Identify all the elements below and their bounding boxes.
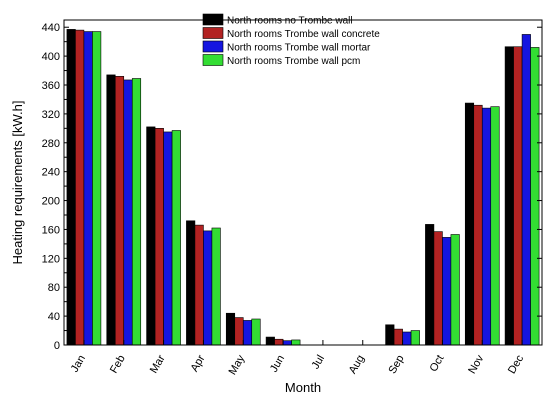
x-tick-label-aug: Aug bbox=[347, 353, 367, 376]
legend-label-2: North rooms Trombe wall concrete bbox=[227, 29, 380, 40]
bar-oct-series-1 bbox=[425, 224, 435, 346]
bar-nov-series-3 bbox=[481, 107, 492, 346]
bar-dec-series-2 bbox=[513, 46, 523, 346]
bar-may-series-1 bbox=[225, 312, 236, 346]
bar-jun-series-1 bbox=[265, 336, 275, 346]
x-tick-label-dec: Dec bbox=[506, 353, 526, 376]
bar-oct-series-2 bbox=[433, 231, 443, 346]
bar-apr-series-2 bbox=[194, 224, 204, 346]
bar-mar-series-4 bbox=[171, 130, 181, 346]
bar-jun-series-3 bbox=[282, 340, 292, 346]
legend-swatch-2 bbox=[202, 27, 224, 39]
x-tick-label-mar: Mar bbox=[148, 353, 168, 376]
bar-dec-series-1 bbox=[504, 46, 514, 346]
bar-nov-series-4 bbox=[490, 106, 500, 346]
bar-jan-series-4 bbox=[92, 31, 102, 346]
bar-jun-series-2 bbox=[274, 338, 284, 346]
bar-jan-series-2 bbox=[75, 29, 85, 346]
bar-dec-series-4 bbox=[530, 47, 540, 346]
bar-feb-series-3 bbox=[123, 79, 133, 346]
bar-apr-series-4 bbox=[211, 227, 221, 346]
x-tick-label-sep: Sep bbox=[387, 353, 407, 376]
bar-apr-series-1 bbox=[186, 220, 196, 346]
y-tick-label: 120 bbox=[42, 253, 60, 265]
y-tick-label: 440 bbox=[42, 22, 60, 34]
legend-label-3: North rooms Trombe wall mortar bbox=[227, 43, 371, 54]
y-axis-title: Heating requirements [kW.h] bbox=[10, 100, 25, 264]
bar-feb-series-2 bbox=[114, 76, 125, 346]
x-axis: Jan Feb Mar Apr May Jun Jul Aug Sep Oct Nov Dec bbox=[69, 340, 526, 377]
legend-swatch-4 bbox=[202, 54, 224, 66]
y-tick-label: 80 bbox=[48, 282, 60, 294]
y-tick-label: 320 bbox=[42, 109, 60, 121]
x-tick-label-jul: Jul bbox=[310, 353, 327, 371]
bars-layer bbox=[66, 29, 540, 346]
bar-mar-series-1 bbox=[146, 126, 156, 346]
y-tick-label: 200 bbox=[42, 196, 60, 208]
y-axis: 0 40 80 120 160 200 240 280 320 360 400 440 bbox=[42, 22, 542, 352]
bar-nov-series-2 bbox=[473, 104, 483, 346]
bar-sep-series-2 bbox=[393, 328, 403, 346]
x-tick-label-oct: Oct bbox=[428, 353, 447, 374]
plot-frame bbox=[63, 19, 543, 346]
bar-feb-series-1 bbox=[106, 74, 116, 346]
bar-oct-series-4 bbox=[450, 234, 460, 346]
legend-swatch-3 bbox=[202, 40, 224, 53]
legend: North rooms no Trombe wall North rooms Tr… bbox=[202, 13, 380, 67]
bar-jan-series-3 bbox=[83, 31, 93, 346]
x-tick-label-feb: Feb bbox=[108, 353, 128, 375]
legend-label-4: North rooms Trombe wall pcm bbox=[227, 56, 360, 67]
x-tick-label-nov: Nov bbox=[466, 353, 486, 376]
x-tick-label-jun: Jun bbox=[268, 353, 287, 374]
y-tick-label: 40 bbox=[48, 311, 60, 323]
bar-may-series-2 bbox=[234, 317, 244, 346]
legend-swatch-1 bbox=[202, 13, 224, 26]
bar-jun-series-4 bbox=[291, 339, 301, 346]
y-tick-label: 280 bbox=[42, 138, 60, 150]
bar-nov-series-1 bbox=[464, 102, 475, 346]
bar-oct-series-3 bbox=[442, 237, 452, 346]
y-tick-label: 0 bbox=[54, 340, 60, 352]
bar-dec-series-3 bbox=[521, 34, 531, 346]
bar-apr-series-3 bbox=[203, 230, 213, 346]
bar-may-series-3 bbox=[242, 320, 253, 346]
y-tick-label: 160 bbox=[42, 224, 60, 236]
y-tick-label: 360 bbox=[42, 80, 60, 92]
bar-sep-series-1 bbox=[385, 324, 395, 346]
bar-may-series-4 bbox=[251, 318, 261, 346]
bar-feb-series-4 bbox=[131, 78, 142, 346]
x-tick-label-may: May bbox=[227, 353, 248, 377]
y-tick-label: 240 bbox=[42, 167, 60, 179]
bar-mar-series-3 bbox=[163, 131, 173, 346]
bar-sep-series-4 bbox=[410, 330, 420, 346]
bar-sep-series-3 bbox=[402, 331, 412, 346]
x-axis-title: Month bbox=[285, 380, 321, 395]
bar-jan-series-1 bbox=[66, 29, 76, 346]
x-tick-label-jan: Jan bbox=[69, 353, 88, 374]
y-tick-label: 400 bbox=[42, 51, 60, 63]
x-tick-label-apr: Apr bbox=[189, 353, 208, 374]
bar-mar-series-2 bbox=[154, 128, 164, 346]
legend-label-1: North rooms no Trombe wall bbox=[227, 16, 353, 27]
